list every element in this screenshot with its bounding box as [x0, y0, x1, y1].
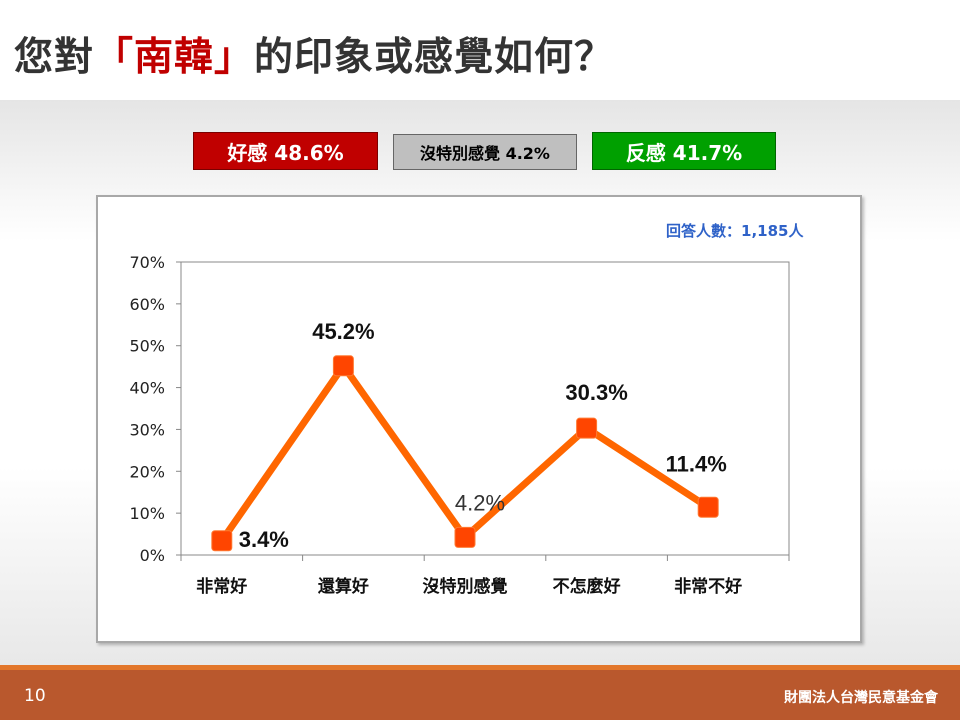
- title-prefix: 您對: [14, 35, 95, 80]
- data-point-marker: [211, 530, 233, 552]
- y-tick-label: 10%: [129, 504, 165, 523]
- chart-series: [211, 355, 719, 552]
- footer-accent-line: [0, 665, 960, 670]
- title-bar: 您對「南韓」的印象或感覺如何？: [0, 0, 960, 100]
- y-tick-label: 40%: [129, 379, 165, 398]
- data-label: 45.2%: [312, 319, 374, 344]
- data-point-marker: [576, 417, 598, 439]
- data-label: 3.4%: [239, 527, 289, 552]
- chart-labels: 3.4% 45.2% 4.2% 30.3% 11.4%: [239, 319, 727, 552]
- summary-good-badge: 好感 48.6%: [193, 132, 378, 170]
- x-tick-label: 不怎麼好: [553, 576, 621, 597]
- summary-neutral-badge: 沒特別感覺 4.2%: [393, 134, 577, 170]
- respondent-count: 回答人數：1,185人: [666, 222, 804, 240]
- y-tick-label: 60%: [129, 295, 165, 314]
- page-title: 您對「南韓」的印象或感覺如何？: [14, 26, 614, 82]
- title-highlight: 「南韓」: [94, 35, 255, 80]
- chart-axes: 0% 10% 20% 30% 40% 50% 60% 70% 非常好 還算好 沒特別感覺 不怎麼好 非常…: [129, 253, 790, 597]
- summary-bad-badge: 反感 41.7%: [592, 132, 776, 170]
- chart-frame: [96, 195, 862, 643]
- title-suffix: 的印象或感覺如何？: [254, 35, 615, 80]
- page-number: 10: [24, 686, 46, 706]
- y-tick-label: 30%: [129, 420, 165, 439]
- data-label: 30.3%: [565, 380, 627, 405]
- data-point-marker: [454, 526, 476, 548]
- x-tick-label: 沒特別感覺: [423, 576, 508, 597]
- x-tick-label: 非常不好: [674, 576, 742, 597]
- data-label: 4.2%: [455, 490, 505, 515]
- footer-bar: [0, 670, 960, 720]
- y-tick-label: 70%: [129, 253, 165, 272]
- organization-name: 財團法人台灣民意基金會: [784, 690, 938, 706]
- data-label: 11.4%: [666, 451, 727, 476]
- plot-area-border: [180, 261, 790, 556]
- y-tick-label: 20%: [129, 462, 165, 481]
- data-point-marker: [697, 496, 719, 518]
- y-tick-label: 0%: [140, 546, 165, 565]
- y-tick-label: 50%: [129, 337, 165, 356]
- data-point-marker: [332, 355, 354, 377]
- x-tick-label: 非常好: [196, 576, 247, 597]
- x-tick-label: 還算好: [318, 576, 369, 597]
